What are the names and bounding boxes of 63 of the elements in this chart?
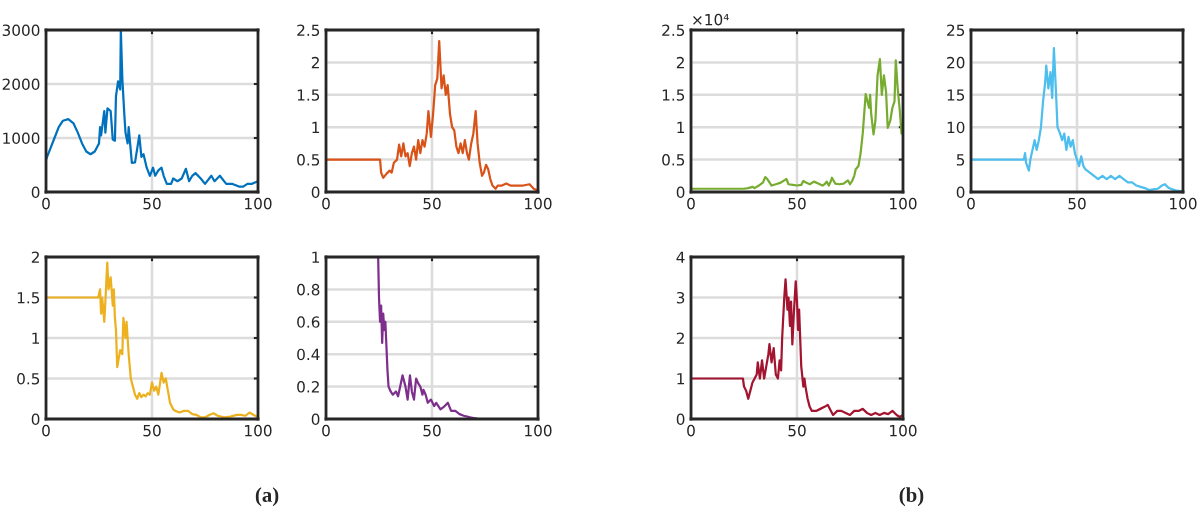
text: (a) (255, 487, 279, 507)
y-tick-label: 15 (947, 89, 965, 101)
y-tick-label: 2 (31, 251, 39, 263)
y-tick-label: 5 (956, 154, 965, 166)
y-tick-label: 1 (312, 251, 320, 263)
y-tick-label: 0.6 (297, 316, 320, 328)
x-tick-label: 0 (322, 424, 330, 437)
y-tick-label: 0.5 (662, 154, 685, 166)
y-tick-label: 0 (31, 186, 40, 199)
y-tick-label: 10 (947, 121, 965, 134)
y-tick-label: 1.5 (662, 89, 685, 101)
text: ×10⁴ (693, 13, 729, 26)
y-tick-label: 0 (31, 413, 40, 426)
x-tick-label: 100 (890, 197, 917, 210)
y-tick-label: 2 (676, 56, 684, 69)
x-tick-label: 100 (245, 424, 272, 437)
x-tick-label: 50 (788, 424, 806, 437)
text: (b) (899, 487, 924, 507)
x-tick-label: 0 (322, 197, 330, 210)
y-tick-label: 0.5 (17, 372, 40, 385)
x-tick-label: 100 (525, 424, 552, 437)
y-tick-label: 1 (677, 121, 685, 133)
y-tick-label: 1 (677, 373, 685, 385)
x-tick-label: 0 (42, 197, 50, 210)
y-tick-label: 0 (311, 186, 320, 199)
y-tick-label: 0 (311, 413, 320, 426)
line-series (691, 58, 903, 190)
y-tick-label: 0 (676, 186, 685, 199)
y-tick-label: 1 (312, 121, 320, 133)
y-tick-label: 0.2 (297, 381, 319, 393)
x-tick-label: 50 (143, 424, 161, 437)
y-tick-label: 0.5 (297, 154, 320, 166)
y-tick-label: 2 (311, 56, 319, 69)
y-tick-label: 2 (676, 332, 684, 344)
x-tick-label: 50 (423, 197, 441, 210)
x-tick-label: 100 (1170, 197, 1197, 210)
y-tick-label: 3 (676, 291, 685, 304)
x-tick-label: 0 (687, 197, 695, 210)
x-tick-label: 0 (687, 424, 695, 437)
y-tick-label: 1.5 (17, 292, 40, 304)
y-tick-label: 1.5 (297, 89, 320, 101)
x-tick-label: 100 (890, 424, 917, 437)
y-tick-label: 4 (676, 251, 685, 263)
y-tick-label: 0.8 (297, 283, 320, 296)
x-tick-label: 50 (1068, 197, 1086, 210)
y-tick-label: 2.5 (297, 24, 320, 37)
y-tick-label: 25 (947, 24, 965, 37)
y-tick-label: 0 (956, 186, 965, 199)
y-tick-label: 3000 (2, 24, 40, 37)
y-tick-label: 2000 (2, 78, 40, 91)
y-tick-label: 1000 (3, 132, 40, 145)
x-tick-label: 0 (967, 197, 975, 210)
y-tick-label: 1 (32, 332, 40, 344)
x-tick-label: 100 (245, 197, 272, 210)
y-tick-label: 20 (947, 56, 965, 69)
y-tick-label: 0 (676, 413, 685, 426)
x-tick-label: 0 (42, 424, 50, 437)
y-tick-label: 2.5 (662, 24, 685, 37)
x-tick-label: 50 (788, 197, 806, 210)
x-tick-label: 50 (423, 424, 441, 437)
y-tick-label: 0.4 (297, 348, 320, 361)
x-tick-label: 50 (143, 197, 161, 210)
x-tick-label: 100 (525, 197, 552, 210)
